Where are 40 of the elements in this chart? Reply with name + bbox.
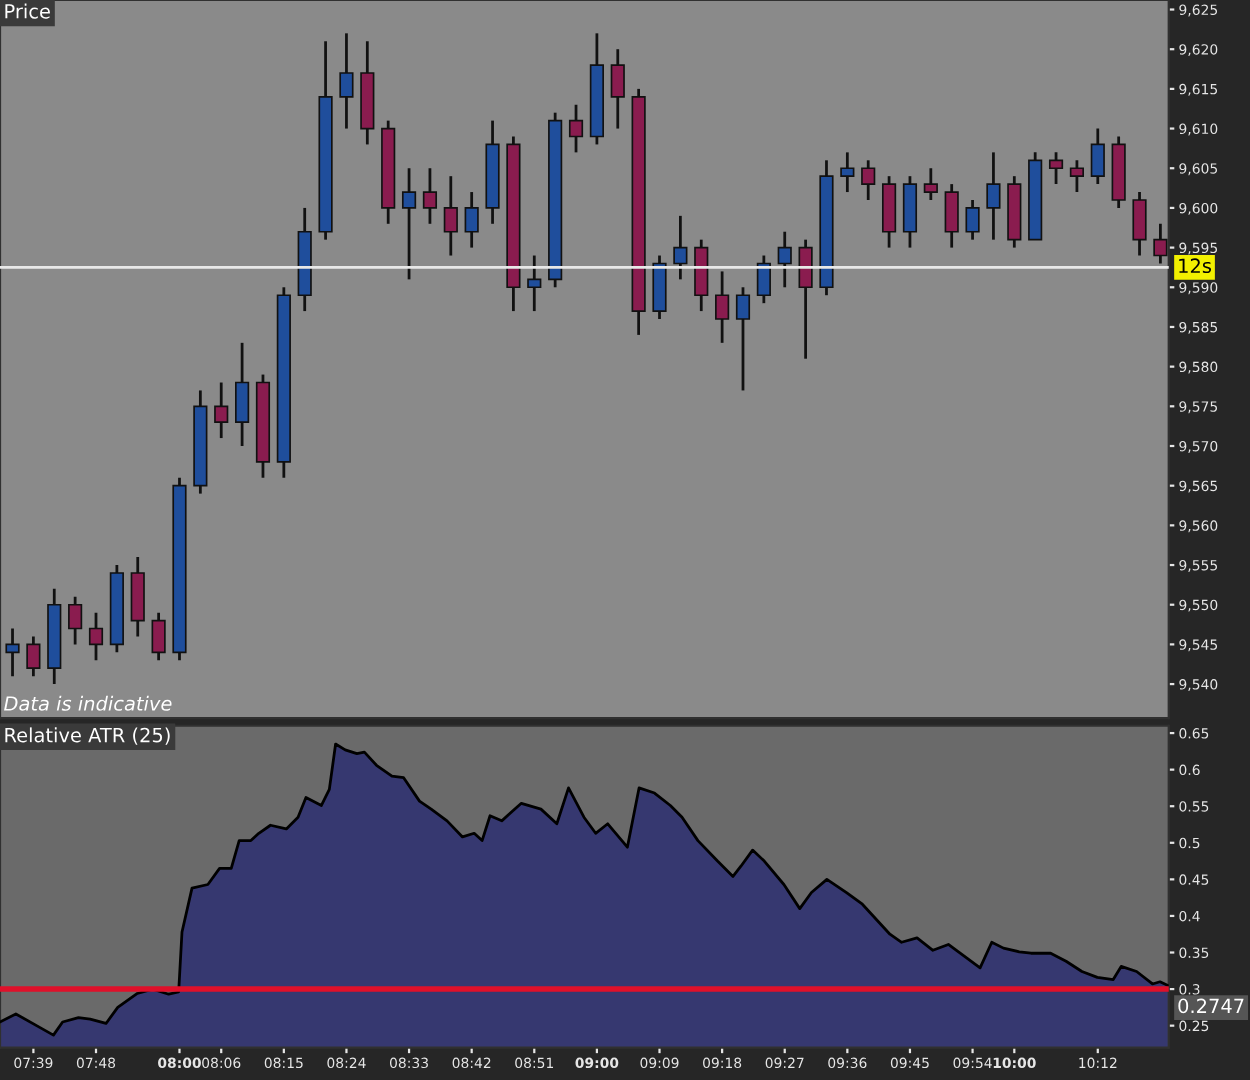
candlestick [694, 238, 709, 313]
candlestick [944, 182, 959, 249]
candlestick [777, 230, 792, 289]
candlestick [130, 555, 145, 638]
candlestick [5, 627, 20, 678]
candlestick [923, 166, 938, 202]
candlestick [527, 254, 542, 313]
candlestick [568, 103, 584, 154]
candlestick [443, 174, 458, 257]
candlestick [26, 635, 41, 678]
chart-title: Relative ATR (25) [5, 727, 170, 745]
candlestick [1048, 150, 1064, 186]
candlestick [1069, 158, 1085, 194]
candlestick [235, 341, 250, 448]
candlestick [861, 158, 876, 202]
candlestick [464, 190, 479, 249]
candlestick [840, 150, 855, 194]
candlestick [902, 174, 918, 249]
candlestick [673, 214, 688, 281]
candlestick [735, 285, 751, 392]
candlestick [652, 254, 667, 321]
candlestick [339, 31, 354, 130]
annotation: 0.2747 [1178, 998, 1244, 1014]
candlestick [88, 611, 104, 662]
ref-line-label: 12s [1179, 258, 1212, 274]
candlestick [1090, 127, 1105, 186]
candlestick [68, 595, 83, 646]
candlestick [401, 166, 417, 281]
candlestick [986, 150, 1001, 242]
candlestick [798, 238, 813, 361]
candlestick [1132, 190, 1147, 257]
annotation: Data is indicative [4, 695, 172, 711]
candlestick [965, 198, 980, 242]
candlestick [214, 381, 229, 440]
candlestick [715, 270, 730, 345]
candlestick [881, 174, 897, 249]
candlestick [610, 47, 625, 130]
candlestick [151, 611, 166, 662]
chart-title: Price [5, 3, 50, 19]
candlestick [422, 166, 438, 226]
